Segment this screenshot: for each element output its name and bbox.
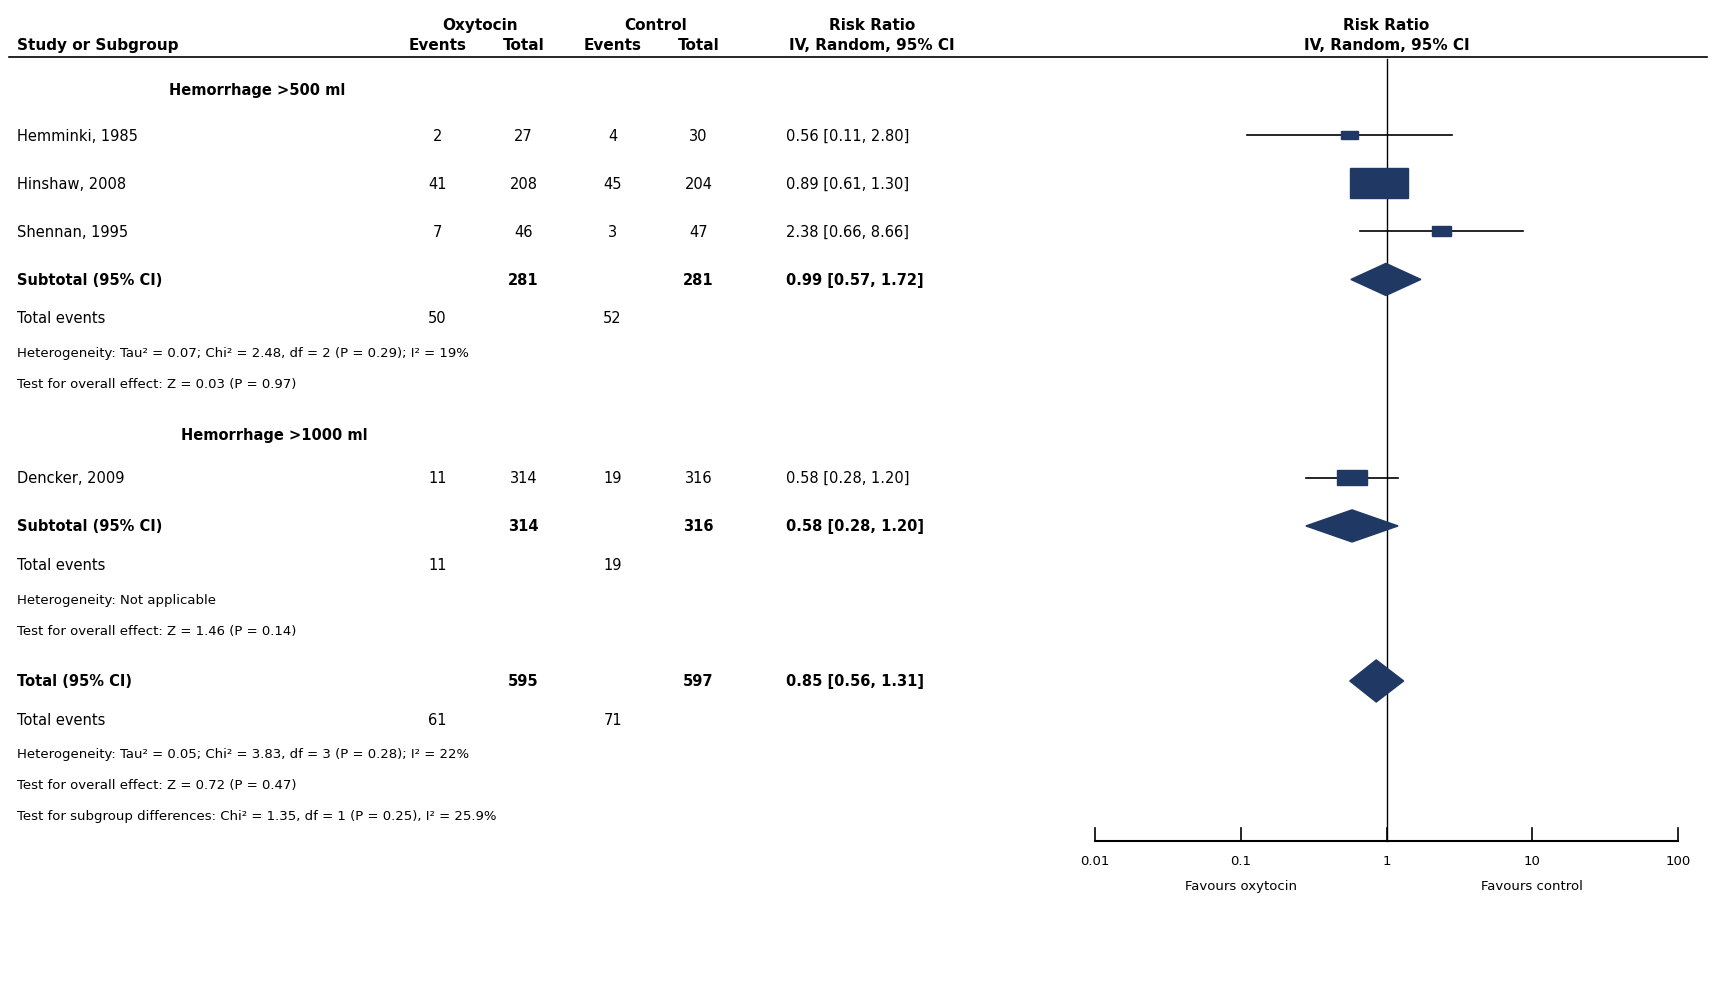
Text: Test for overall effect: Z = 1.46 (P = 0.14): Test for overall effect: Z = 1.46 (P = 0…	[17, 624, 297, 637]
Polygon shape	[1350, 660, 1404, 702]
Text: Risk Ratio: Risk Ratio	[829, 18, 915, 32]
Text: 2: 2	[432, 128, 443, 143]
Text: Hemorrhage >1000 ml: Hemorrhage >1000 ml	[182, 428, 367, 443]
Text: 52: 52	[604, 312, 621, 326]
Text: 0.58 [0.28, 1.20]: 0.58 [0.28, 1.20]	[786, 519, 923, 534]
Text: 0.99 [0.57, 1.72]: 0.99 [0.57, 1.72]	[786, 273, 923, 288]
Text: 595: 595	[508, 673, 539, 688]
Text: Control: Control	[625, 18, 686, 32]
Text: 7: 7	[432, 224, 443, 239]
Text: 27: 27	[515, 128, 532, 143]
Text: 47: 47	[690, 224, 707, 239]
Text: IV, Random, 95% CI: IV, Random, 95% CI	[789, 38, 954, 52]
Text: 0.1: 0.1	[1230, 854, 1251, 867]
Polygon shape	[1306, 510, 1399, 542]
Text: 316: 316	[683, 519, 714, 534]
Text: 316: 316	[685, 471, 712, 486]
FancyBboxPatch shape	[1342, 131, 1357, 140]
Text: 19: 19	[604, 471, 621, 486]
Text: Total events: Total events	[17, 557, 106, 572]
Text: Heterogeneity: Tau² = 0.05; Chi² = 3.83, df = 3 (P = 0.28); I² = 22%: Heterogeneity: Tau² = 0.05; Chi² = 3.83,…	[17, 746, 468, 760]
FancyBboxPatch shape	[1433, 227, 1452, 237]
Text: 50: 50	[429, 312, 446, 326]
Text: 0.01: 0.01	[1079, 854, 1110, 867]
Text: 2.38 [0.66, 8.66]: 2.38 [0.66, 8.66]	[786, 224, 909, 239]
Text: Oxytocin: Oxytocin	[443, 18, 518, 32]
Text: 0.56 [0.11, 2.80]: 0.56 [0.11, 2.80]	[786, 128, 909, 143]
Text: 100: 100	[1666, 854, 1690, 867]
Text: Hinshaw, 2008: Hinshaw, 2008	[17, 176, 127, 191]
Text: Hemorrhage >500 ml: Hemorrhage >500 ml	[170, 83, 345, 97]
Text: Shennan, 1995: Shennan, 1995	[17, 224, 129, 239]
Text: 1: 1	[1383, 854, 1390, 867]
Text: Total events: Total events	[17, 312, 106, 326]
Text: 597: 597	[683, 673, 714, 688]
Text: Events: Events	[583, 38, 642, 52]
Text: Risk Ratio: Risk Ratio	[1344, 18, 1429, 32]
Text: Total: Total	[678, 38, 719, 52]
Text: Favours oxytocin: Favours oxytocin	[1184, 879, 1297, 892]
Text: Dencker, 2009: Dencker, 2009	[17, 471, 125, 486]
Text: 46: 46	[515, 224, 532, 239]
Text: Hemminki, 1985: Hemminki, 1985	[17, 128, 137, 143]
Text: Subtotal (95% CI): Subtotal (95% CI)	[17, 273, 163, 288]
Text: 11: 11	[429, 557, 446, 572]
Text: Subtotal (95% CI): Subtotal (95% CI)	[17, 519, 163, 534]
Text: Heterogeneity: Not applicable: Heterogeneity: Not applicable	[17, 593, 216, 606]
Text: 0.58 [0.28, 1.20]: 0.58 [0.28, 1.20]	[786, 471, 909, 486]
Text: IV, Random, 95% CI: IV, Random, 95% CI	[1304, 38, 1469, 52]
Text: 71: 71	[604, 712, 621, 727]
Text: 208: 208	[510, 176, 537, 191]
Text: Favours control: Favours control	[1481, 879, 1584, 892]
Text: 4: 4	[607, 128, 618, 143]
Polygon shape	[1350, 265, 1421, 297]
Text: 314: 314	[510, 471, 537, 486]
Text: Total events: Total events	[17, 712, 106, 727]
Text: 3: 3	[607, 224, 618, 239]
FancyBboxPatch shape	[1337, 471, 1366, 486]
Text: 0.85 [0.56, 1.31]: 0.85 [0.56, 1.31]	[786, 673, 923, 688]
Text: 281: 281	[508, 273, 539, 288]
Text: 61: 61	[429, 712, 446, 727]
Text: 45: 45	[604, 176, 621, 191]
FancyBboxPatch shape	[1350, 168, 1409, 199]
Text: Heterogeneity: Tau² = 0.07; Chi² = 2.48, df = 2 (P = 0.29); I² = 19%: Heterogeneity: Tau² = 0.07; Chi² = 2.48,…	[17, 347, 468, 360]
Text: 10: 10	[1524, 854, 1541, 867]
Text: Test for overall effect: Z = 0.03 (P = 0.97): Test for overall effect: Z = 0.03 (P = 0…	[17, 378, 297, 391]
Text: Test for overall effect: Z = 0.72 (P = 0.47): Test for overall effect: Z = 0.72 (P = 0…	[17, 779, 297, 792]
Text: 41: 41	[429, 176, 446, 191]
Text: 19: 19	[604, 557, 621, 572]
Text: Test for subgroup differences: Chi² = 1.35, df = 1 (P = 0.25), I² = 25.9%: Test for subgroup differences: Chi² = 1.…	[17, 810, 496, 823]
Text: 281: 281	[683, 273, 714, 288]
Text: Total (95% CI): Total (95% CI)	[17, 673, 132, 688]
Text: 204: 204	[685, 176, 712, 191]
Text: 314: 314	[508, 519, 539, 534]
Text: Study or Subgroup: Study or Subgroup	[17, 38, 178, 52]
Text: 0.89 [0.61, 1.30]: 0.89 [0.61, 1.30]	[786, 176, 909, 191]
Text: 11: 11	[429, 471, 446, 486]
Text: 30: 30	[690, 128, 707, 143]
Text: Total: Total	[503, 38, 544, 52]
Text: Events: Events	[408, 38, 467, 52]
